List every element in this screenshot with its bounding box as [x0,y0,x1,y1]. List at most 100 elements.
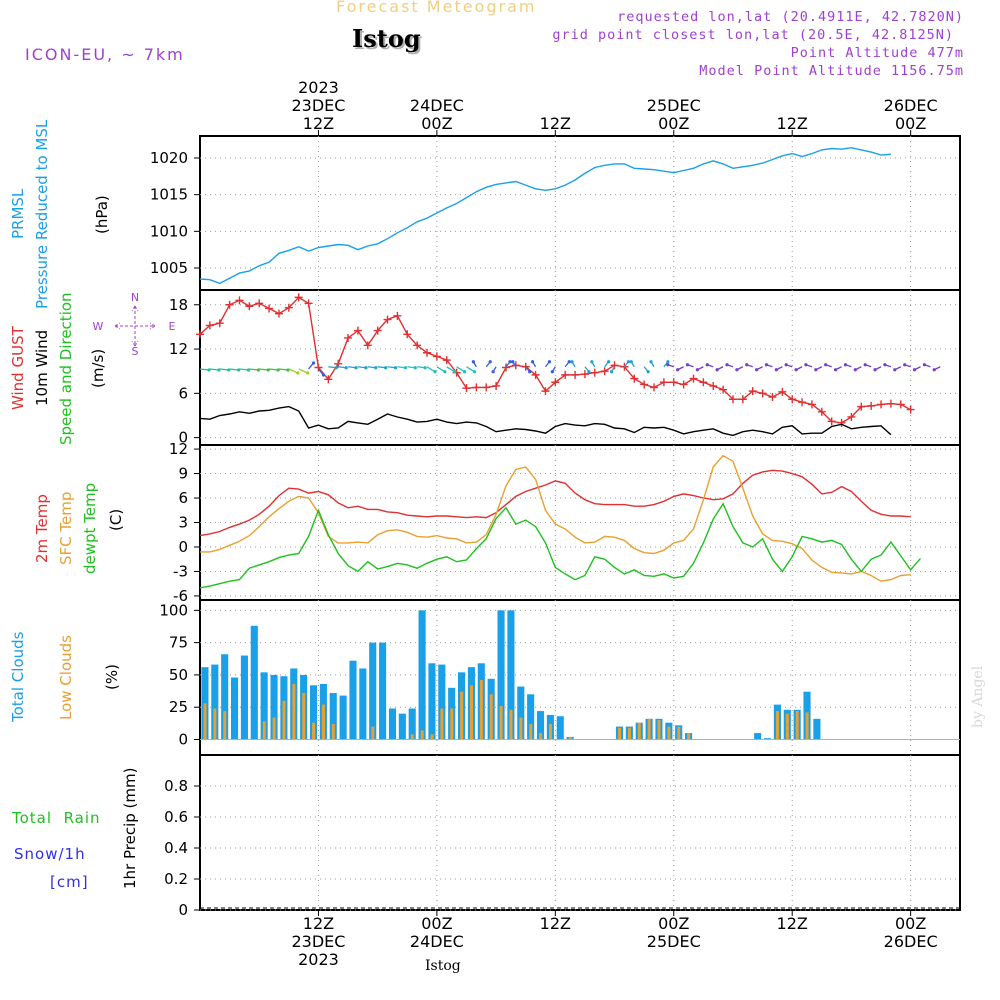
total-cloud-bar [536,711,545,740]
low-cloud-bar [440,708,444,740]
point-altitude: Point Altitude 477m [790,45,964,61]
low-cloud-bar [637,722,641,740]
low-cloud-bar [775,711,779,740]
y-tick-label: 0.6 [164,808,188,826]
low-cloud-bar [568,736,572,740]
wind-arrow-head [685,363,690,367]
total-cloud-bar [230,677,239,740]
low-cloud-bar [785,713,789,740]
gust-point [472,383,481,392]
low-cloud-bar [430,734,434,740]
gust-point [669,378,678,387]
wind-arrow-head [276,368,280,372]
gust-point [255,299,264,308]
wind-arrow-head [227,368,231,372]
gust-point [827,417,836,426]
gust-point [205,321,214,330]
gust-point [610,361,619,370]
wind-arrow-head [794,368,798,372]
wind-arrow-head [646,370,650,374]
wind-arrow-head [217,368,221,372]
wind-arrow-head [873,368,877,372]
wind-arrow-head [666,360,670,364]
total-cloud-bar [270,674,278,740]
panel-frame-pressure [199,135,961,291]
time-label-top: 23DEC [291,96,345,115]
compass-w: W [93,320,104,333]
wind-speed-line [199,405,892,437]
gust-point [571,370,580,379]
total-cloud-bar [398,713,406,740]
wind-arrow-head [266,368,270,372]
time-label-bottom: 26DEC [884,932,938,951]
y-tick-label: 75 [169,634,188,652]
gust-point [245,302,254,311]
wind-arrow-head [649,360,653,364]
wind-arrow-head [590,360,594,364]
wind-arrow-head [735,368,739,372]
wind-arrow-head [472,370,477,374]
gust-point [837,418,846,427]
wind-arrow-head [824,363,828,367]
y-tick-label: 0 [178,731,188,749]
wind-arrow-head [587,370,591,374]
gust-point [196,330,204,339]
gust-point [561,370,570,379]
footer-station: Istog [425,958,461,974]
wind-arrow-head [463,370,467,374]
gust-point [738,395,747,404]
gust-point [719,385,728,394]
gust-point [877,400,886,409]
total-cloud-bar [763,738,772,740]
gust-point [344,333,353,342]
gust-point [511,361,520,370]
low-cloud-bar [805,712,809,740]
gust-point [580,370,589,379]
wind-arrow-head [609,370,614,374]
wind-arrow-head [893,368,897,372]
total-cloud-bar [221,654,229,740]
wind-arrow-head [547,360,552,364]
wind-arrow-head [423,366,427,370]
gust-point [699,378,708,387]
station-title: Istog [352,24,421,53]
total-cloud-bar [309,685,318,740]
grid-coords: grid point closest lon,lat (20.5E, 42.81… [552,27,954,43]
wind-arrow-head [413,366,417,370]
wind-arrow-head [676,368,680,372]
gust-point [551,378,560,387]
prmsl-line [199,146,891,285]
gust-point [807,400,816,409]
total-cloud-bar [813,718,821,740]
gust-point [640,380,649,389]
total-cloud-bar [507,610,515,740]
low-cloud-bar [489,694,493,740]
low-cloud-bar [795,711,799,740]
temp-sfc-line [200,454,911,582]
gust-point [442,356,451,365]
wind-arrow-head [246,368,251,372]
compass-n: N [131,291,139,304]
low-cloud-bar [529,724,533,740]
time-label-top: 25DEC [647,96,701,115]
wind-arrow-head [863,363,867,367]
low-cloud-bar [460,691,464,740]
wind-arrow-head [443,370,447,374]
wind-arrow-head [471,360,475,364]
total-cloud-bar [240,655,248,740]
low-cloud-bar [519,717,523,740]
gust-point [847,412,856,421]
wind-arrow-head [774,368,778,372]
total-cloud-bar [418,610,426,740]
y-tick-label: 1020 [150,149,188,167]
gust-point [294,293,303,302]
time-label-bottom: 2023 [298,950,339,969]
compass-icon [114,305,156,347]
wind-arrow-head [705,363,709,367]
wind-arrow-head [570,360,574,364]
gust-point [413,341,422,350]
wind-arrow-head [843,363,848,367]
time-label-bottom: 23DEC [291,932,345,951]
low-cloud-bar [677,726,681,740]
low-cloud-bar [687,733,691,740]
